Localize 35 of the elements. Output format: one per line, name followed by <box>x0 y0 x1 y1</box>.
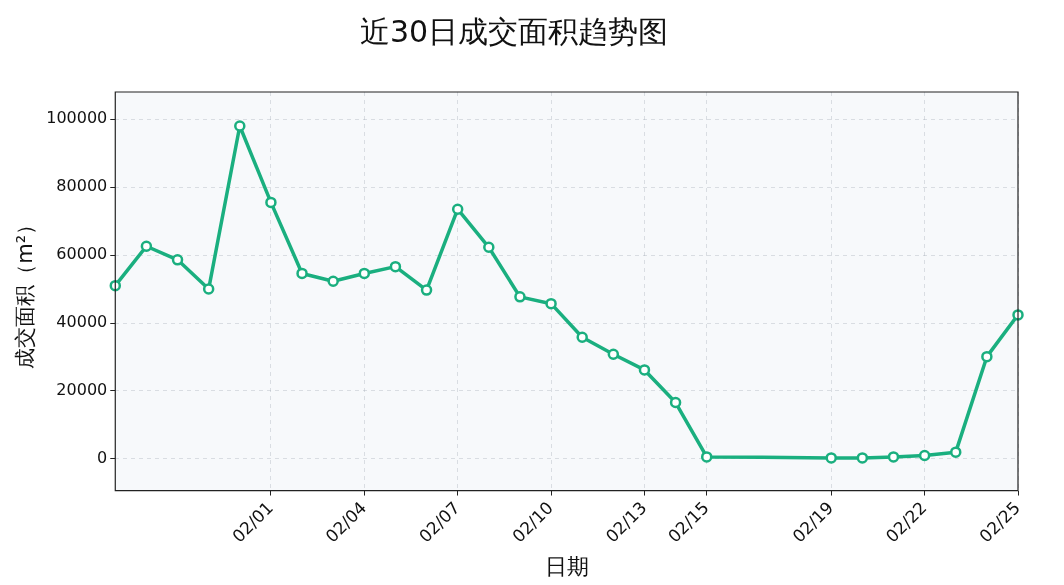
point <box>576 331 588 344</box>
point <box>887 451 900 463</box>
y-tick-label: 100000 <box>46 108 108 128</box>
point <box>451 203 464 215</box>
point <box>545 297 557 310</box>
y-tick-label: 20000 <box>56 380 108 400</box>
y-tick-label: 0 <box>97 448 108 468</box>
y-tick-label: 60000 <box>56 244 108 264</box>
point <box>171 254 184 266</box>
point <box>638 364 651 376</box>
point <box>981 350 993 363</box>
x-axis-title: 日期 <box>544 553 589 579</box>
point <box>296 267 308 280</box>
y-tick-label: 40000 <box>56 312 108 332</box>
point <box>825 452 837 464</box>
point <box>202 283 215 295</box>
y-axis-title: 成交面积（m²） <box>13 213 38 369</box>
point <box>700 451 713 463</box>
point <box>358 267 371 280</box>
point <box>607 348 620 361</box>
point <box>949 446 962 458</box>
point <box>140 240 153 252</box>
point <box>483 241 495 254</box>
point <box>420 284 433 296</box>
point <box>234 120 246 132</box>
point <box>918 449 931 462</box>
point <box>669 396 682 409</box>
point <box>514 291 526 303</box>
point <box>327 275 339 287</box>
y-tick-label: 80000 <box>56 176 108 196</box>
point <box>265 196 277 209</box>
point <box>389 260 402 273</box>
point <box>856 452 869 464</box>
chart-title: 近30日成交面积趋势图 <box>359 13 669 49</box>
point <box>109 279 122 292</box>
